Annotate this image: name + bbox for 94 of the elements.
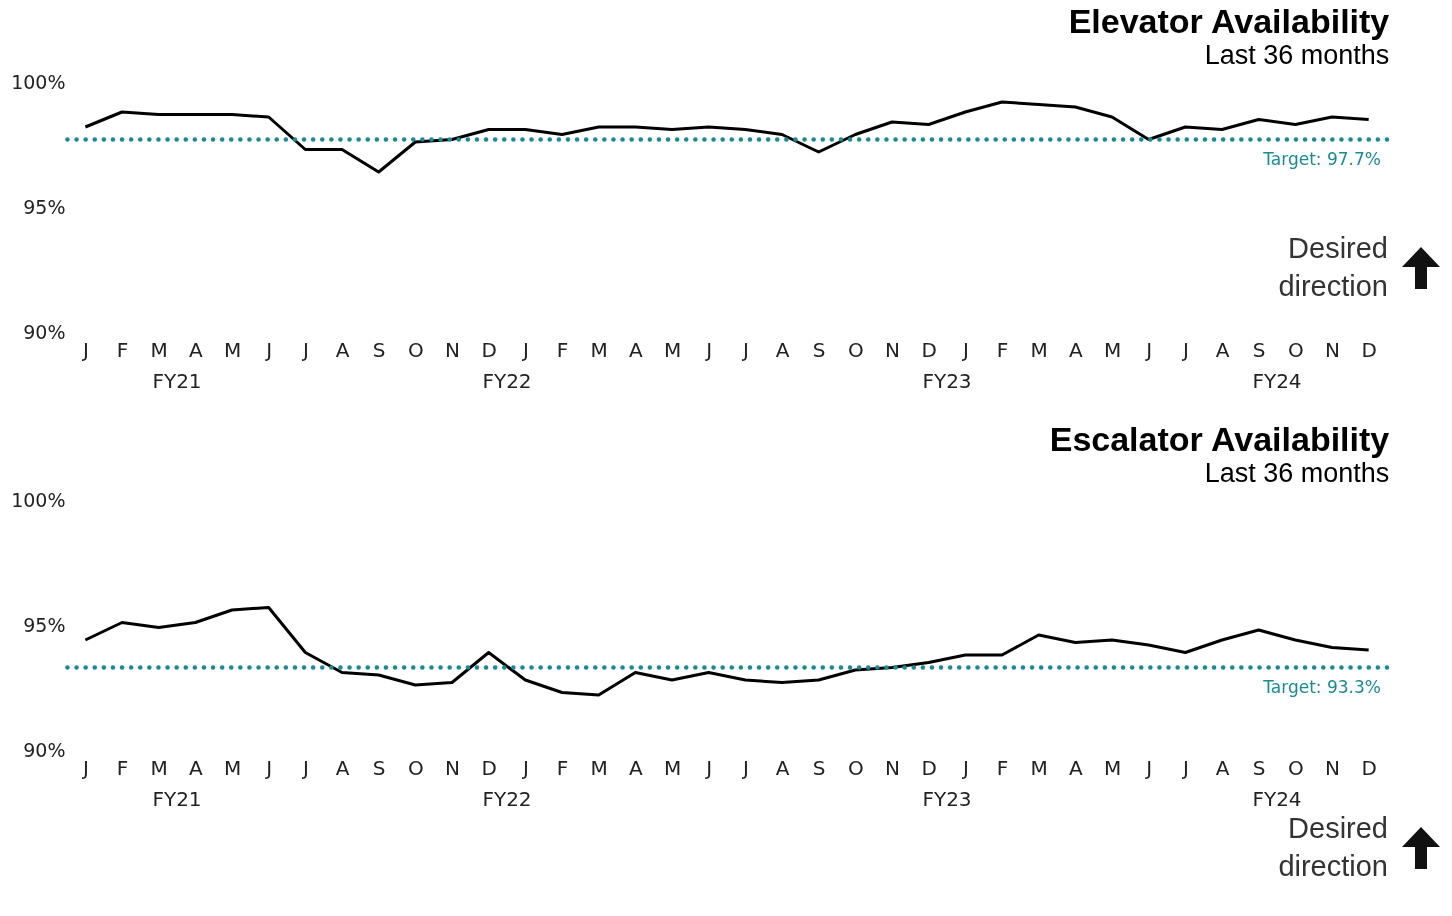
x-tick-label: A bbox=[1068, 337, 1083, 362]
ref-line-label: Target: 97.7% bbox=[1262, 148, 1381, 169]
x-tick-label: D bbox=[481, 337, 497, 362]
x-tick-label: O bbox=[407, 337, 424, 362]
y-tick-label: 90% bbox=[23, 738, 66, 761]
x-tick-label: N bbox=[885, 337, 900, 362]
x-tick-label: J bbox=[1180, 337, 1189, 362]
x-tick-label: F bbox=[996, 337, 1009, 362]
y-tick-label: 95% bbox=[23, 613, 66, 636]
x-tick-label: J bbox=[704, 755, 713, 780]
x-tick-label: F bbox=[116, 337, 129, 362]
x-tick-label: J bbox=[520, 337, 529, 362]
x-tick-label: A bbox=[628, 337, 643, 362]
y-tick-label: 100% bbox=[11, 488, 66, 511]
x-tick-label: O bbox=[1287, 755, 1304, 780]
x-tick-label: M bbox=[590, 337, 608, 362]
x-tick-label: J bbox=[300, 755, 309, 780]
x-tick-label: M bbox=[590, 755, 608, 780]
x-tick-label: A bbox=[188, 337, 203, 362]
x-tick-label: J bbox=[704, 337, 713, 362]
x-tick-label: O bbox=[847, 337, 864, 362]
chart-subtitle: Last 36 months bbox=[1204, 458, 1390, 488]
x-tick-label: N bbox=[885, 755, 900, 780]
x-tick-label: A bbox=[335, 755, 350, 780]
x-tick-label: J bbox=[960, 755, 969, 780]
x-tick-label: A bbox=[335, 337, 350, 362]
text: FY23 bbox=[922, 369, 972, 393]
x-tick-label: S bbox=[1252, 755, 1266, 780]
annotation: Desired direction bbox=[1277, 231, 1388, 304]
text: FY21 bbox=[152, 787, 202, 811]
x-tick-label: J bbox=[960, 337, 969, 362]
x-tick-label: O bbox=[1287, 337, 1304, 362]
x-tick-label: M bbox=[1030, 755, 1048, 780]
x-tick-label: N bbox=[445, 755, 460, 780]
x-tick-label: M bbox=[1103, 755, 1122, 780]
x-tick-label: J bbox=[1180, 755, 1189, 780]
x-tick-label: J bbox=[740, 337, 749, 362]
x-tick-label: A bbox=[1215, 337, 1230, 362]
x-tick-label: A bbox=[628, 755, 643, 780]
text: FY22 bbox=[482, 787, 532, 811]
x-tick-label: N bbox=[445, 337, 460, 362]
x-tick-label: J bbox=[1144, 337, 1153, 362]
chart-subtitle: Last 36 months bbox=[1204, 40, 1390, 70]
text: FY23 bbox=[922, 787, 972, 811]
text: FY21 bbox=[152, 369, 202, 393]
x-tick-label: D bbox=[481, 755, 497, 780]
x-tick-label: S bbox=[812, 755, 826, 780]
x-tick-label: F bbox=[556, 755, 569, 780]
text: FY24 bbox=[1252, 787, 1302, 811]
x-tick-label: J bbox=[1144, 755, 1153, 780]
x-tick-label: J bbox=[520, 755, 529, 780]
x-tick-label: M bbox=[223, 337, 242, 362]
x-tick-label: J bbox=[80, 337, 89, 362]
text: FY24 bbox=[1252, 369, 1302, 393]
x-tick-label: S bbox=[372, 755, 386, 780]
x-tick-label: O bbox=[847, 755, 864, 780]
text: Desired direction bbox=[1277, 811, 1388, 884]
x-tick-label: M bbox=[1103, 337, 1122, 362]
x-tick-label: D bbox=[921, 755, 937, 780]
x-tick-label: M bbox=[663, 755, 682, 780]
x-tick-label: N bbox=[1325, 337, 1340, 362]
x-tick-label: F bbox=[116, 755, 129, 780]
x-tick-label: D bbox=[1361, 755, 1377, 780]
ref-line-label: Target: 93.3% bbox=[1262, 676, 1381, 697]
x-tick-label: S bbox=[372, 337, 386, 362]
x-tick-label: M bbox=[150, 337, 168, 362]
x-tick-label: M bbox=[663, 337, 682, 362]
x-tick-label: A bbox=[775, 755, 790, 780]
x-tick-label: J bbox=[740, 755, 749, 780]
x-tick-label: F bbox=[996, 755, 1009, 780]
chart-title: Elevator Availability bbox=[1068, 2, 1390, 40]
x-tick-label: J bbox=[264, 755, 273, 780]
x-tick-label: A bbox=[1215, 755, 1230, 780]
x-tick-label: M bbox=[1030, 337, 1048, 362]
text: FY22 bbox=[482, 369, 532, 393]
x-tick-label: S bbox=[1252, 337, 1266, 362]
chart-title: Escalator Availability bbox=[1049, 420, 1390, 458]
x-tick-label: D bbox=[921, 337, 937, 362]
x-tick-label: N bbox=[1325, 755, 1340, 780]
x-tick-label: A bbox=[188, 755, 203, 780]
y-tick-label: 90% bbox=[23, 320, 66, 343]
x-tick-label: D bbox=[1361, 337, 1377, 362]
x-tick-label: J bbox=[264, 337, 273, 362]
x-tick-label: O bbox=[407, 755, 424, 780]
x-tick-label: M bbox=[223, 755, 242, 780]
x-tick-label: M bbox=[150, 755, 168, 780]
y-tick-label: 95% bbox=[23, 195, 66, 218]
y-tick-label: 100% bbox=[11, 70, 66, 93]
x-tick-label: S bbox=[812, 337, 826, 362]
x-tick-label: J bbox=[80, 755, 89, 780]
x-tick-label: A bbox=[775, 337, 790, 362]
x-tick-label: J bbox=[300, 337, 309, 362]
x-tick-label: F bbox=[556, 337, 569, 362]
x-tick-label: A bbox=[1068, 755, 1083, 780]
